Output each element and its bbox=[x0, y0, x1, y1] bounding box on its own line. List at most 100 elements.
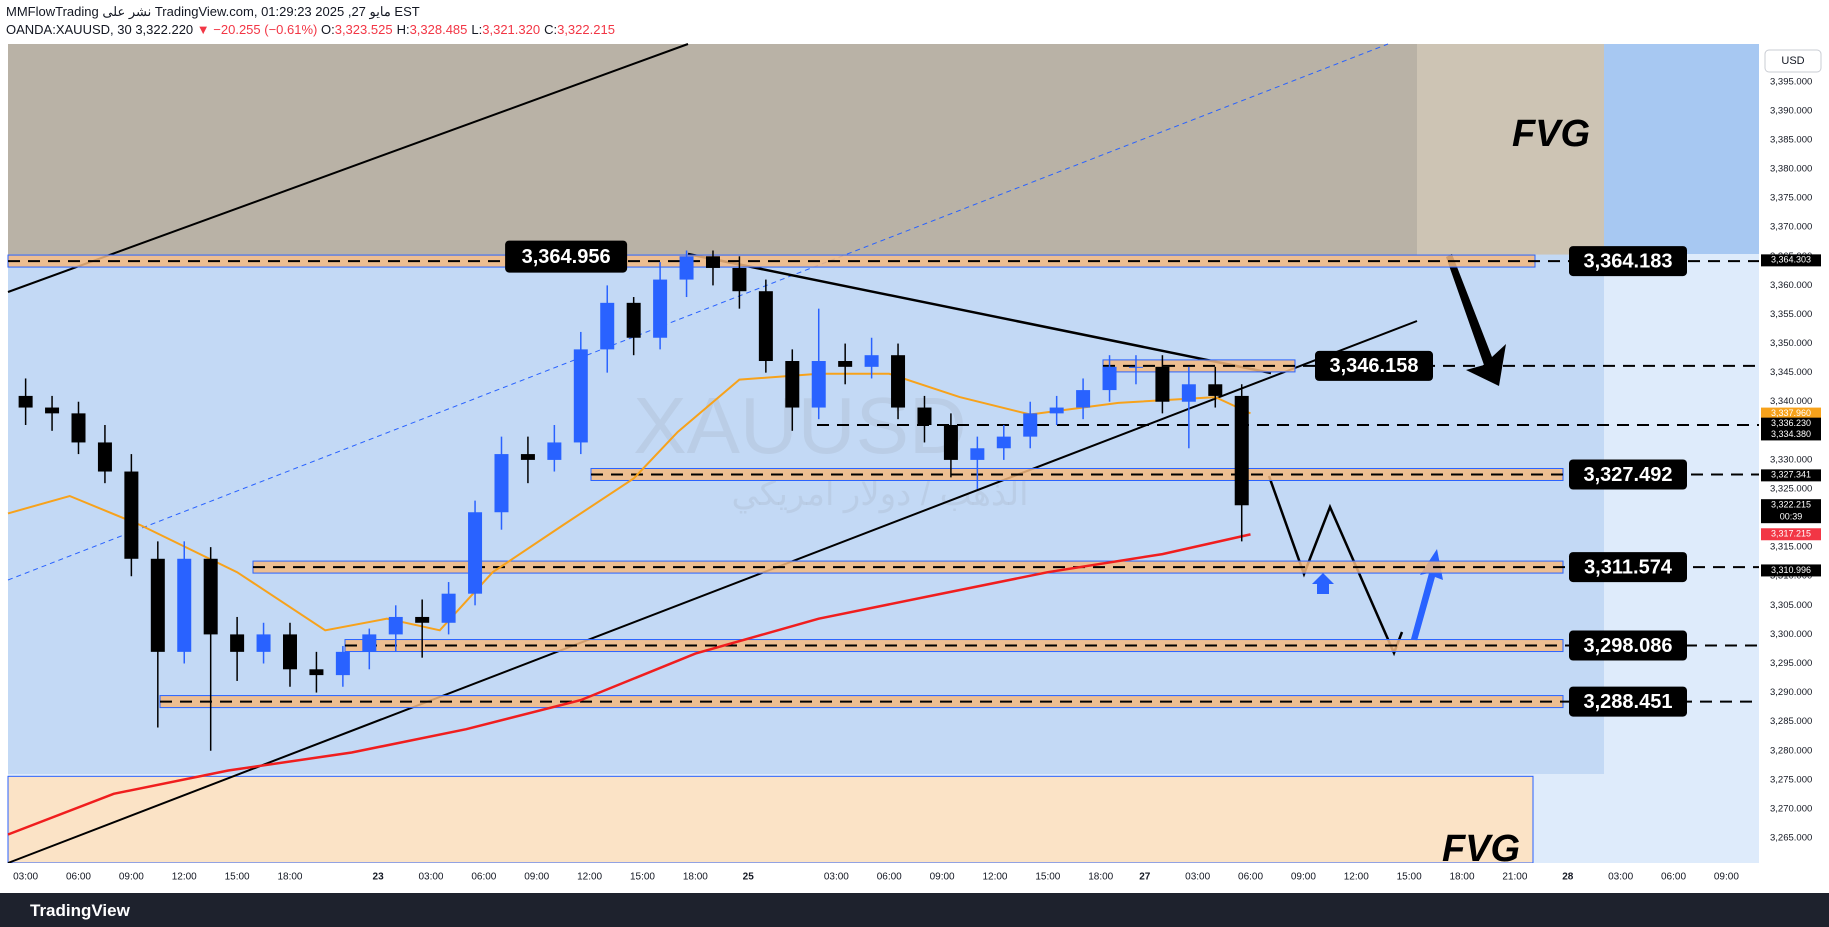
level-label: 3,311.574 bbox=[1584, 556, 1673, 578]
arrow-small bbox=[1312, 573, 1334, 594]
level-label: 3,327.492 bbox=[1584, 464, 1673, 486]
currency[interactable]: USD bbox=[1781, 55, 1804, 67]
candle-body bbox=[732, 267, 747, 292]
symbol: OANDA:XAUUSD, 30 bbox=[6, 22, 132, 37]
y-tick-label: 3,280.000 bbox=[1770, 745, 1812, 756]
candle-body bbox=[1102, 366, 1117, 391]
x-tick-label: 25 bbox=[743, 872, 755, 883]
x-tick-label: 09:00 bbox=[1714, 872, 1739, 883]
x-tick-label: 06:00 bbox=[66, 872, 91, 883]
price-label-box bbox=[1761, 528, 1821, 541]
candle-body bbox=[309, 669, 324, 676]
x-tick-label: 15:00 bbox=[225, 872, 250, 883]
candle-body bbox=[943, 424, 958, 460]
price-label-box bbox=[1761, 417, 1821, 430]
candle-body bbox=[970, 448, 985, 460]
ohlc-value: 3,321.320 bbox=[482, 22, 541, 37]
price-axis bbox=[1759, 44, 1829, 893]
ohlc: O:3,323.525 H:3,328.485 L:3,321.320 C:3,322… bbox=[321, 22, 615, 37]
ohlc-label: O: bbox=[320, 22, 335, 37]
candle-body bbox=[1181, 384, 1196, 402]
x-tick-label: 12:00 bbox=[577, 872, 602, 883]
x-tick-label: 18:00 bbox=[683, 872, 708, 883]
y-tick-label: 3,390.000 bbox=[1770, 105, 1812, 116]
price-label: 3,337.960 bbox=[1771, 408, 1811, 418]
moving-average bbox=[7, 533, 1251, 836]
candle-body bbox=[626, 302, 641, 338]
candle-body bbox=[71, 413, 86, 443]
price-label-box bbox=[1761, 564, 1821, 577]
price-label-box bbox=[1761, 499, 1821, 524]
candle-body bbox=[917, 407, 932, 425]
watermark: XAUUSD bbox=[633, 381, 966, 470]
fvg-label: FVG bbox=[1512, 113, 1590, 155]
change: ▼ −20.255 (−0.61%) bbox=[196, 22, 318, 37]
level-label: 3,298.086 bbox=[1584, 635, 1673, 657]
x-tick-label: 03:00 bbox=[1185, 872, 1210, 883]
arrow-down bbox=[1446, 254, 1506, 386]
x-tick-label: 15:00 bbox=[1035, 872, 1060, 883]
y-tick-label: 3,285.000 bbox=[1770, 716, 1812, 727]
candle-body bbox=[600, 302, 615, 350]
level-label: 3,346.158 bbox=[1330, 355, 1419, 377]
publish-line: MMFlowTrading نشر على TradingView.com, م… bbox=[6, 4, 420, 19]
x-tick-label: 12:00 bbox=[982, 872, 1007, 883]
x-tick-label: 18:00 bbox=[277, 872, 302, 883]
ohlc-label: L: bbox=[471, 22, 483, 37]
price-label: 3,327.341 bbox=[1771, 470, 1811, 480]
range-zone bbox=[8, 254, 1604, 774]
time-axis bbox=[0, 863, 1759, 893]
y-tick-label: 3,290.000 bbox=[1770, 687, 1812, 698]
candle-body bbox=[1049, 407, 1064, 414]
level-label: 3,288.451 bbox=[1584, 691, 1673, 713]
y-tick-label: 3,295.000 bbox=[1770, 658, 1812, 669]
candle-body bbox=[1128, 366, 1143, 368]
candle-body bbox=[18, 395, 33, 408]
x-tick-label: 09:00 bbox=[1291, 872, 1316, 883]
y-tick-label: 3,300.000 bbox=[1770, 629, 1812, 640]
ohlc-value: 3,322.215 bbox=[557, 22, 615, 37]
price-label: 3,364.303 bbox=[1771, 255, 1811, 265]
currency-button[interactable] bbox=[1764, 49, 1822, 73]
level-label: 3,364.183 bbox=[1584, 250, 1673, 272]
candle-body bbox=[811, 361, 826, 408]
candle-body bbox=[441, 593, 456, 623]
footer: TradingView bbox=[0, 893, 1829, 927]
candle-body bbox=[1155, 366, 1170, 402]
candle-body bbox=[203, 558, 218, 635]
brand: TradingView bbox=[30, 901, 130, 920]
ohlc-label: C: bbox=[544, 22, 558, 37]
candle-body bbox=[864, 355, 879, 367]
y-tick-label: 3,345.000 bbox=[1770, 367, 1812, 378]
header: MMFlowTrading نشر على TradingView.com, م… bbox=[0, 0, 1829, 44]
candle-body bbox=[97, 442, 112, 472]
y-tick-label: 3,305.000 bbox=[1770, 600, 1812, 611]
candle-body bbox=[520, 454, 535, 460]
x-tick-label: 09:00 bbox=[524, 872, 549, 883]
candle-body bbox=[1208, 384, 1223, 396]
y-tick-label: 3,270.000 bbox=[1770, 803, 1812, 814]
candle-body bbox=[891, 355, 906, 408]
y-tick-label: 3,380.000 bbox=[1770, 164, 1812, 175]
candle-body bbox=[785, 361, 800, 408]
candle-body bbox=[547, 442, 562, 460]
x-tick-label: 12:00 bbox=[1344, 872, 1369, 883]
ohlc-value: 3,328.485 bbox=[409, 22, 468, 37]
x-tick-label: 06:00 bbox=[1238, 872, 1263, 883]
y-tick-label: 3,330.000 bbox=[1770, 454, 1812, 465]
trend-line bbox=[7, 43, 1389, 581]
y-tick-label: 3,395.000 bbox=[1770, 76, 1812, 87]
level-label-box bbox=[1569, 686, 1687, 717]
countdown: 00:39 bbox=[1780, 512, 1803, 522]
candle-body bbox=[150, 558, 165, 652]
candle-body bbox=[653, 279, 668, 338]
candle-body bbox=[573, 349, 588, 443]
right-zone bbox=[1604, 44, 1759, 254]
fvg-zone bbox=[8, 44, 1417, 255]
x-tick-label: 03:00 bbox=[1608, 872, 1633, 883]
price-label-box bbox=[1761, 254, 1821, 267]
x-tick-label: 15:00 bbox=[630, 872, 655, 883]
level-label-box bbox=[1569, 552, 1687, 583]
